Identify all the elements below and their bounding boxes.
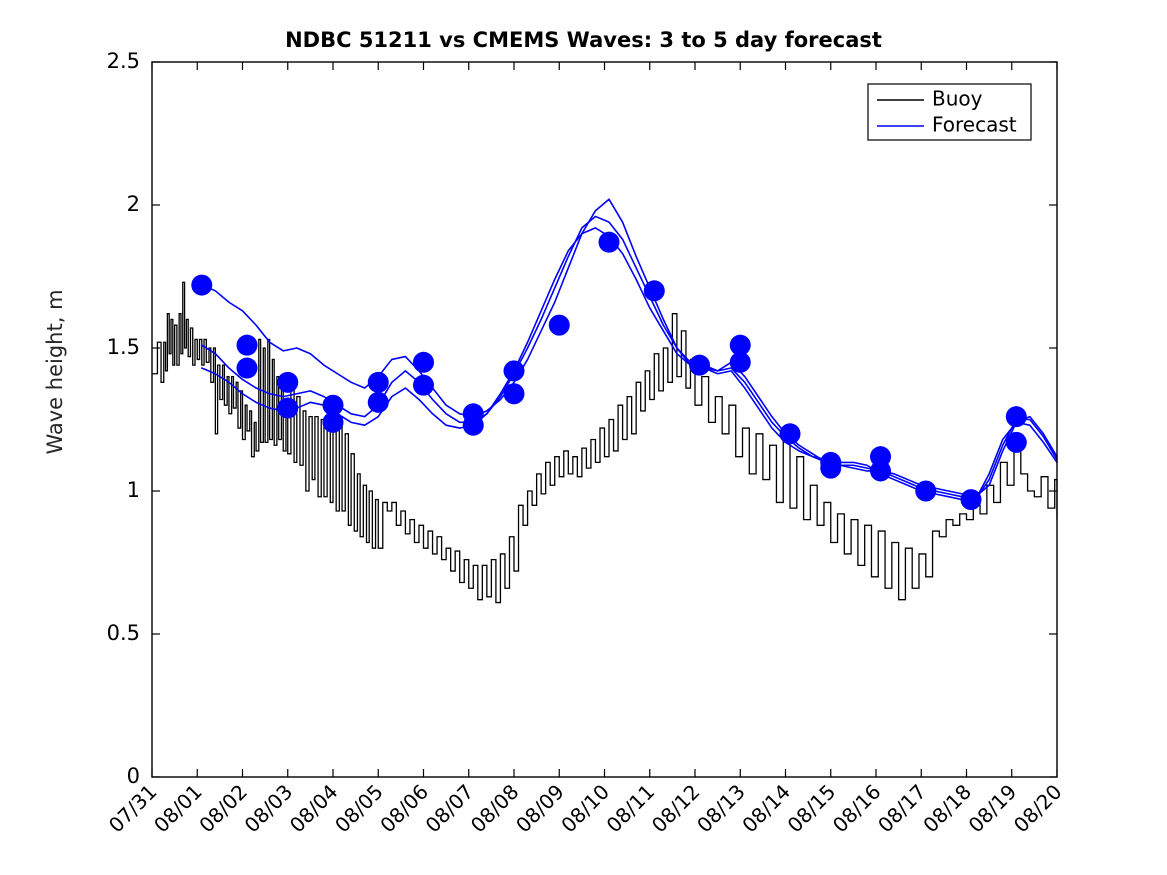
x-tick-label: 08/18 [918, 780, 976, 838]
forecast-marker [503, 360, 525, 382]
x-tick-label: 07/31 [104, 780, 162, 838]
forecast-marker [191, 274, 213, 296]
legend-label-forecast: Forecast [932, 113, 1017, 137]
y-tick-label: 0 [127, 764, 140, 788]
forecast-marker [915, 480, 937, 502]
forecast-marker [236, 357, 258, 379]
series-line-forecast-run-3 [200, 227, 1058, 501]
x-tick-label: 08/17 [873, 780, 931, 838]
x-tick-label: 08/01 [149, 780, 207, 838]
y-axis-ticks: 0 0.5 1 1.5 2 2.5 [107, 49, 1057, 788]
forecast-marker [413, 374, 434, 396]
forecast-marker [729, 351, 751, 373]
forecast-marker-group [191, 231, 1027, 511]
forecast-marker [367, 391, 389, 413]
forecast-marker [548, 314, 570, 336]
x-tick-label: 08/06 [375, 780, 433, 838]
x-tick-label: 08/03 [240, 780, 298, 838]
x-tick-label: 08/08 [466, 780, 524, 838]
forecast-marker [322, 411, 344, 433]
forecast-marker [462, 414, 484, 436]
x-tick-label: 08/05 [330, 780, 388, 838]
x-tick-label: 08/13 [692, 780, 750, 838]
forecast-marker [1005, 431, 1027, 453]
y-tick-label: 2.5 [107, 49, 140, 73]
forecast-marker [598, 231, 620, 253]
y-tick-label: 1 [127, 478, 140, 502]
forecast-marker [503, 383, 525, 405]
x-tick-label: 08/11 [602, 780, 660, 838]
forecast-marker [643, 280, 665, 302]
series-line-forecast-run-2 [200, 215, 1058, 501]
series-line-forecast-run-1 [200, 198, 1058, 498]
x-tick-label: 08/02 [194, 780, 252, 838]
forecast-marker [779, 423, 801, 445]
x-tick-label: 08/09 [511, 780, 569, 838]
x-tick-label: 08/20 [1009, 780, 1067, 838]
y-tick-label: 0.5 [107, 621, 140, 645]
x-tick-label: 08/15 [783, 780, 841, 838]
forecast-marker [729, 334, 751, 356]
x-tick-label: 08/19 [964, 780, 1022, 838]
legend-box [867, 83, 1032, 141]
x-tick-label: 08/07 [421, 780, 479, 838]
forecast-marker [236, 334, 258, 356]
forecast-marker [277, 397, 299, 419]
x-tick-label: 08/12 [647, 780, 705, 838]
forecast-marker [820, 457, 842, 479]
x-tick-label: 08/16 [828, 780, 886, 838]
x-tick-label: 08/14 [737, 780, 795, 838]
forecast-marker [1005, 406, 1027, 428]
forecast-marker [277, 371, 299, 393]
y-tick-label: 1.5 [107, 335, 140, 359]
x-tick-label: 08/04 [285, 780, 343, 838]
forecast-marker [870, 460, 892, 482]
forecast-marker [322, 394, 344, 416]
y-tick-label: 2 [127, 192, 140, 216]
forecast-marker [413, 351, 434, 373]
page-title: NDBC 51211 vs CMEMS Waves: 3 to 5 day fo… [285, 28, 882, 52]
forecast-marker [367, 371, 389, 393]
data-series-group [152, 198, 1058, 604]
forecast-marker [960, 489, 982, 511]
series-line-buoy [152, 281, 1058, 604]
forecast-marker [689, 354, 711, 376]
legend-label-buoy: Buoy [932, 87, 983, 111]
plot-frame [151, 61, 1058, 778]
x-tick-label: 08/10 [556, 780, 614, 838]
x-axis-ticks: 07/3108/0108/0208/0308/0408/0508/0608/07… [104, 62, 1067, 837]
